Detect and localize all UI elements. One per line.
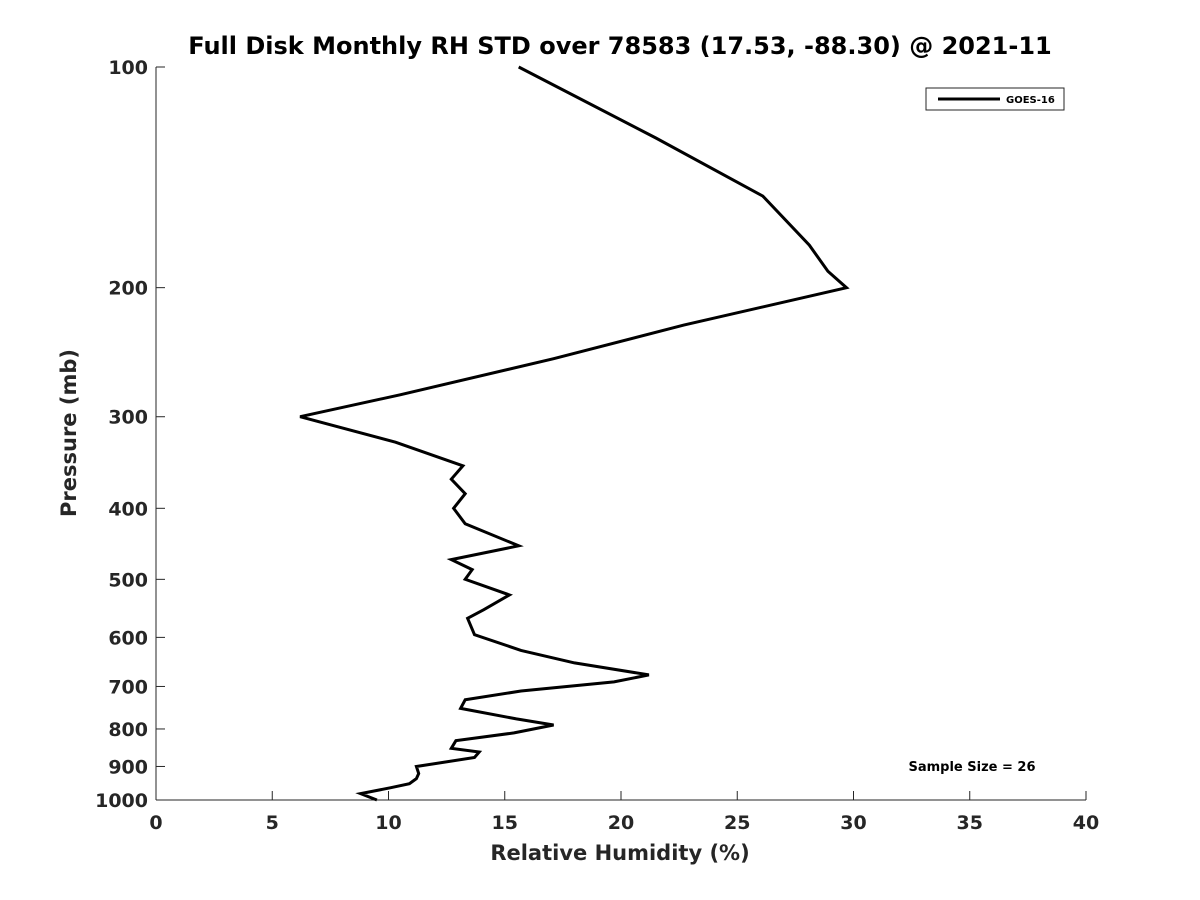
series-line [299,65,850,802]
y-tick-label: 900 [108,756,148,778]
y-tick-label: 700 [108,676,148,698]
y-ticks: 100 200 300 400 500 600 700 800 900 1000 [95,57,165,812]
x-tick-label: 5 [266,812,279,834]
sample-size-annotation: Sample Size = 26 [908,760,1035,775]
x-tick-label: 0 [149,812,162,834]
y-tick-label: 200 [108,278,148,300]
legend: GOES-16 [925,87,1065,111]
x-tick-label: 10 [375,812,401,834]
x-tick-label: 30 [840,812,866,834]
y-axis-label: Pressure (mb) [57,349,81,517]
axes [155,67,1086,801]
x-tick-label: 35 [957,812,983,834]
x-tick-label: 40 [1073,812,1099,834]
y-tick-label: 300 [108,407,148,429]
chart-title: Full Disk Monthly RH STD over 78583 (17.… [188,32,1051,60]
y-tick-label: 400 [108,498,148,520]
x-tick-label: 20 [608,812,634,834]
y-tick-label: 1000 [95,790,148,812]
x-tick-label: 15 [492,812,518,834]
legend-label: GOES-16 [1006,95,1055,106]
x-tick-label: 25 [724,812,750,834]
y-tick-label: 800 [108,719,148,741]
x-axis-label: Relative Humidity (%) [490,841,749,865]
y-tick-label: 600 [108,627,148,649]
y-tick-label: 500 [108,569,148,591]
x-ticks: 0 5 10 15 20 25 30 35 40 [149,791,1099,834]
series-layer [299,65,850,802]
y-tick-label: 100 [108,57,148,79]
